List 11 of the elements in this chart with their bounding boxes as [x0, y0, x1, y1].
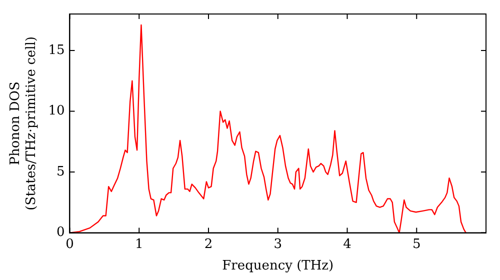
x-tick-label: 1 — [134, 236, 144, 252]
x-axis-title: Frequency (THz) — [222, 258, 334, 274]
y-tick-label: 5 — [56, 164, 65, 180]
y-tick-label: 0 — [56, 225, 65, 240]
x-tick-label: 4 — [343, 236, 352, 252]
y-tick-label: 10 — [48, 104, 65, 119]
x-tick-label: 2 — [204, 236, 213, 252]
y-tick-label: 15 — [48, 42, 65, 58]
x-tick-label: 3 — [274, 236, 282, 252]
x-tick-label: 5 — [412, 236, 421, 252]
y-axis-title: Phonon DOS (States/THz·primitive cell) — [8, 36, 39, 210]
